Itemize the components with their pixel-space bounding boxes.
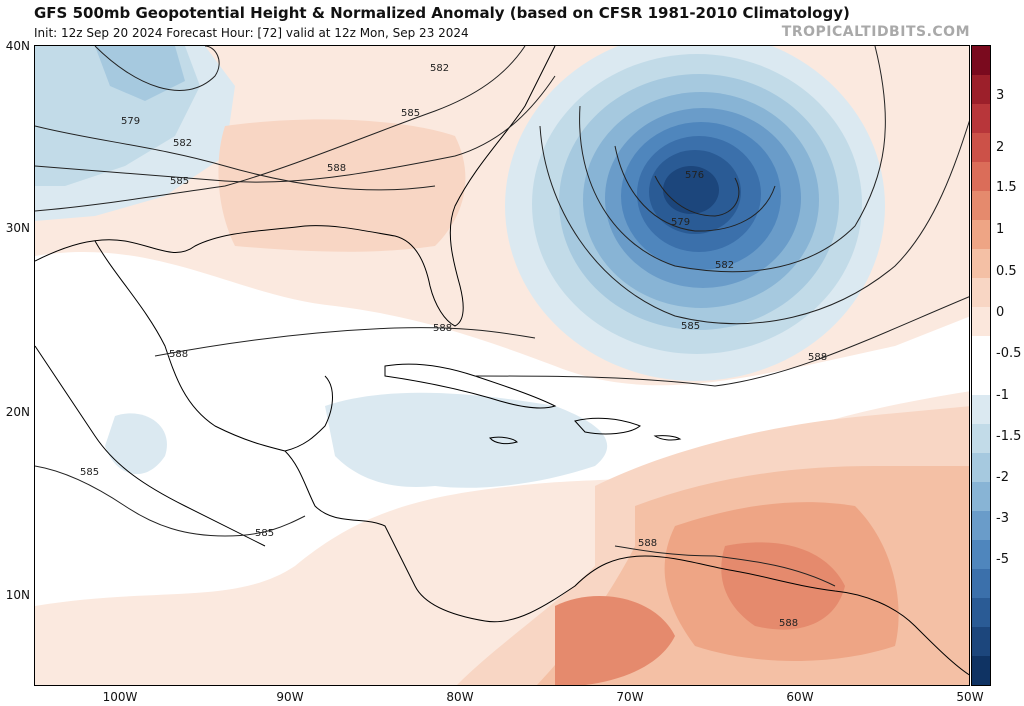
lon-label-100w: 100W (102, 690, 138, 704)
contour-579-west (35, 125, 436, 191)
colorbar-label-neg-0-5: -0.5 (996, 346, 1022, 361)
colorbar-segment (972, 626, 990, 657)
contour-579-east (614, 145, 776, 232)
lon-label-50w: 50W (956, 690, 984, 704)
contour-label-588-b: 588 (433, 323, 452, 334)
colorbar-segment (972, 452, 990, 483)
colorbar-label-neg-1: -1 (996, 388, 1009, 403)
colorbar-label-neg-2: -2 (996, 470, 1009, 485)
contour-label-582-a: 582 (430, 63, 449, 74)
contour-585-south (35, 465, 306, 537)
contour-588-south (614, 545, 836, 587)
contour-588-gulf (154, 327, 536, 357)
contour-label-585-e: 585 (255, 528, 274, 539)
contour-label-582-b: 582 (173, 138, 192, 149)
colorbar-segment (972, 423, 990, 454)
cuba-outline (384, 363, 557, 409)
anomaly-positive-southeast-us (218, 119, 466, 252)
contour-label-582-c: 582 (715, 260, 734, 271)
coastlines (35, 46, 969, 676)
colorbar-segment (972, 191, 990, 221)
anomaly-map[interactable]: 582 585 579 582 585 588 588 588 576 579 … (34, 45, 970, 686)
map-subtitle: Init: 12z Sep 20 2024 Forecast Hour: [72… (34, 26, 469, 40)
lat-label-10n: 10N (5, 588, 30, 602)
contour-label-588-d: 588 (808, 352, 827, 363)
mexico-west-coastline (35, 345, 266, 547)
contour-label-588-f: 588 (779, 618, 798, 629)
contour-585-west (35, 46, 526, 212)
colorbar-segment (972, 75, 990, 105)
central-south-america-coastline (284, 450, 969, 676)
colorbar-label-3: 3 (996, 88, 1005, 103)
colorbar-label-0: 0 (996, 305, 1005, 320)
colorbar-segment (972, 249, 990, 279)
credit-watermark: TROPICALTIDBITS.COM (781, 24, 970, 40)
contour-label-588-e: 588 (638, 538, 657, 549)
lon-label-80w: 80W (446, 690, 474, 704)
contour-closed-nw (94, 46, 220, 91)
contour-label-576: 576 (685, 170, 704, 181)
anomaly-positive-east-core (721, 542, 845, 630)
colorbar-segment (972, 133, 990, 163)
map-title: GFS 500mb Geopotential Height & Normaliz… (34, 4, 850, 22)
us-coastline (35, 46, 556, 327)
anomaly-positive-south (555, 596, 675, 685)
colorbar-label-neg-1-5: -1.5 (996, 429, 1022, 444)
colorbar-segment (972, 46, 990, 76)
colorbar-label-0-5: 0.5 (996, 264, 1017, 279)
lat-label-40n: 40N (5, 39, 30, 53)
colorbar-segment (972, 655, 990, 686)
colorbar-segment (972, 307, 990, 337)
anomaly-negative-northwest-core (95, 46, 185, 101)
contour-label-588-c: 588 (169, 349, 188, 360)
colorbar-segment (972, 597, 990, 628)
lon-label-60w: 60W (786, 690, 814, 704)
hispaniola-outline (574, 417, 641, 435)
colorbar-segment (972, 510, 990, 541)
colorbar (971, 45, 991, 686)
lon-label-90w: 90W (276, 690, 304, 704)
contour-label-579-a: 579 (121, 116, 140, 127)
colorbar-segment (972, 481, 990, 512)
colorbar-segment (972, 104, 990, 134)
colorbar-label-neg-3: -3 (996, 511, 1009, 526)
anomaly-negative-mexico (105, 413, 167, 475)
puerto-rico-outline (653, 435, 682, 441)
anomaly-negative-caribbean (325, 392, 608, 488)
contour-576 (654, 175, 740, 217)
contour-label-579-b: 579 (671, 217, 690, 228)
contour-585-east (539, 120, 969, 325)
contour-label-585-b: 585 (170, 176, 189, 187)
lon-label-70w: 70W (616, 690, 644, 704)
height-contours (35, 46, 969, 587)
colorbar-label-2: 2 (996, 140, 1005, 155)
colorbar-segment (972, 394, 990, 425)
colorbar-segment (972, 539, 990, 570)
contour-582-west (35, 75, 556, 183)
colorbar-label-1: 1 (996, 222, 1005, 237)
contour-label-585-a: 585 (401, 108, 420, 119)
map-canvas: 582 585 579 582 585 588 588 588 576 579 … (35, 46, 969, 685)
mexico-coastline (94, 240, 333, 452)
colorbar-segment (972, 568, 990, 599)
colorbar-segment (972, 365, 990, 396)
colorbar-label-1-5: 1.5 (996, 180, 1017, 195)
colorbar-label-neg-5: -5 (996, 552, 1009, 567)
contour-label-585-c: 585 (681, 321, 700, 332)
contour-label-588-a: 588 (327, 163, 346, 174)
lat-label-20n: 20N (5, 405, 30, 419)
colorbar-segment (972, 220, 990, 250)
jamaica-outline (489, 436, 518, 445)
colorbar-segment (972, 162, 990, 192)
lat-label-30n: 30N (5, 221, 30, 235)
contour-582-east (579, 46, 886, 273)
colorbar-segment (972, 278, 990, 308)
contour-label-585-d: 585 (80, 467, 99, 478)
contour-588-east (474, 296, 969, 387)
anomaly-low-core (663, 166, 719, 214)
colorbar-segment (972, 336, 990, 366)
